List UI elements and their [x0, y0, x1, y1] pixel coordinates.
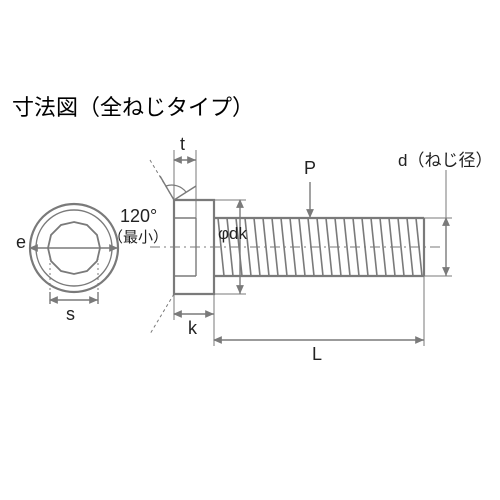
label-120-sub: （最小）: [108, 226, 168, 247]
diagram-svg: [0, 0, 500, 500]
label-d: d（ねじ径）: [398, 146, 492, 171]
label-t: t: [180, 134, 185, 155]
label-s: s: [66, 304, 75, 325]
label-L: L: [312, 344, 322, 365]
label-e: e: [16, 232, 26, 253]
label-120: 120°: [120, 206, 157, 227]
label-phidk: φdk: [218, 224, 247, 244]
label-P: P: [304, 158, 316, 179]
label-k: k: [188, 318, 197, 339]
front-view: [30, 204, 118, 304]
side-view: [150, 150, 452, 346]
